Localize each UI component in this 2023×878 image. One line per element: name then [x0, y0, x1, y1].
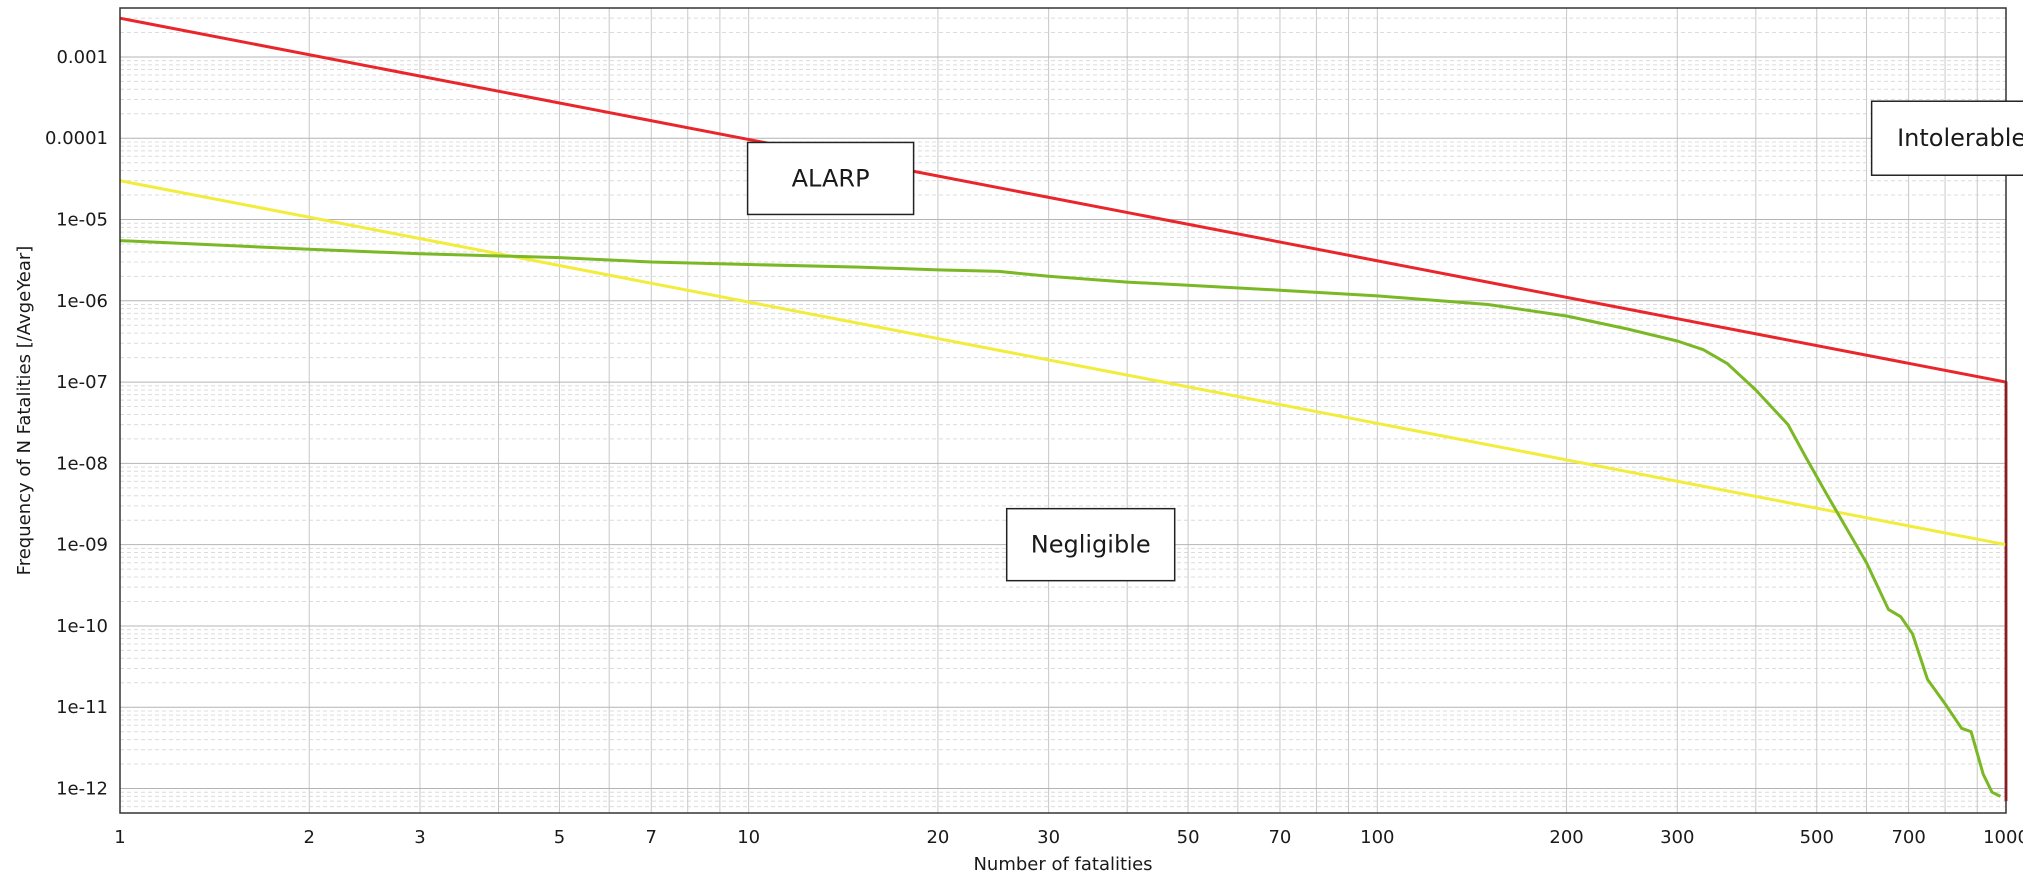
- region-label-text: Negligible: [1031, 531, 1151, 559]
- x-tick-label: 1: [114, 827, 125, 848]
- plot-area: [119, 7, 2008, 814]
- y-tick-label: 0.0001: [45, 128, 108, 149]
- plot-frame: [119, 7, 2007, 814]
- annotation-layer: ALARP Intolerable Negligible: [746, 100, 2023, 582]
- x-tick-label: 100: [1360, 827, 1394, 848]
- y-tick-label: 1e-07: [56, 372, 108, 393]
- x-axis-title: Number of fatalities: [973, 854, 1152, 874]
- region-label-box: [746, 141, 915, 216]
- region-label-alarp: ALARP: [746, 141, 915, 216]
- region-label-negligible: Negligible: [1005, 507, 1176, 582]
- region-label-box: [1005, 507, 1176, 582]
- x-tick-label: 300: [1660, 827, 1694, 848]
- region-label-text: ALARP: [792, 164, 870, 192]
- y-tick-label: 1e-09: [56, 535, 108, 556]
- y-tick-labels: 0.001 0.0001 1e-05 1e-06 1e-07 1e-08 1e-09 1e-1…: [45, 47, 108, 800]
- x-tick-label: 200: [1549, 827, 1583, 848]
- x-tick-label: 10: [737, 827, 760, 848]
- y-tick-label: 1e-08: [56, 453, 108, 474]
- x-tick-label: 3: [414, 827, 425, 848]
- y-tick-label: 1e-05: [56, 210, 108, 231]
- x-tick-label: 50: [1177, 827, 1200, 848]
- plot-background: [120, 8, 2006, 813]
- region-label-text: Intolerable: [1897, 124, 2023, 152]
- major-gridlines: [120, 8, 2006, 813]
- x-tick-label: 20: [926, 827, 949, 848]
- series-line-1: [119, 179, 2007, 547]
- y-tick-label: 1e-11: [56, 697, 108, 718]
- x-tick-label: 700: [1891, 827, 1925, 848]
- region-label-intolerable: Intolerable: [1870, 100, 2023, 176]
- x-tick-label: 5: [554, 827, 565, 848]
- y-tick-label: 1e-06: [56, 291, 108, 312]
- minor-gridlines: [120, 17, 2006, 808]
- y-axis-title: Frequency of N Fatalities [/AvgeYear]: [14, 246, 35, 576]
- region-label-box: [1870, 100, 2023, 176]
- y-tick-label: 1e-10: [56, 616, 108, 637]
- y-tick-label: 0.001: [56, 47, 108, 68]
- x-tick-label: 70: [1268, 827, 1291, 848]
- x-tick-label: 500: [1800, 827, 1834, 848]
- x-tick-label: 7: [646, 827, 657, 848]
- x-tick-label: 2: [304, 827, 315, 848]
- y-tick-label: 1e-12: [56, 779, 108, 800]
- series-line-2: [119, 239, 2002, 798]
- x-tick-label: 30: [1037, 827, 1060, 848]
